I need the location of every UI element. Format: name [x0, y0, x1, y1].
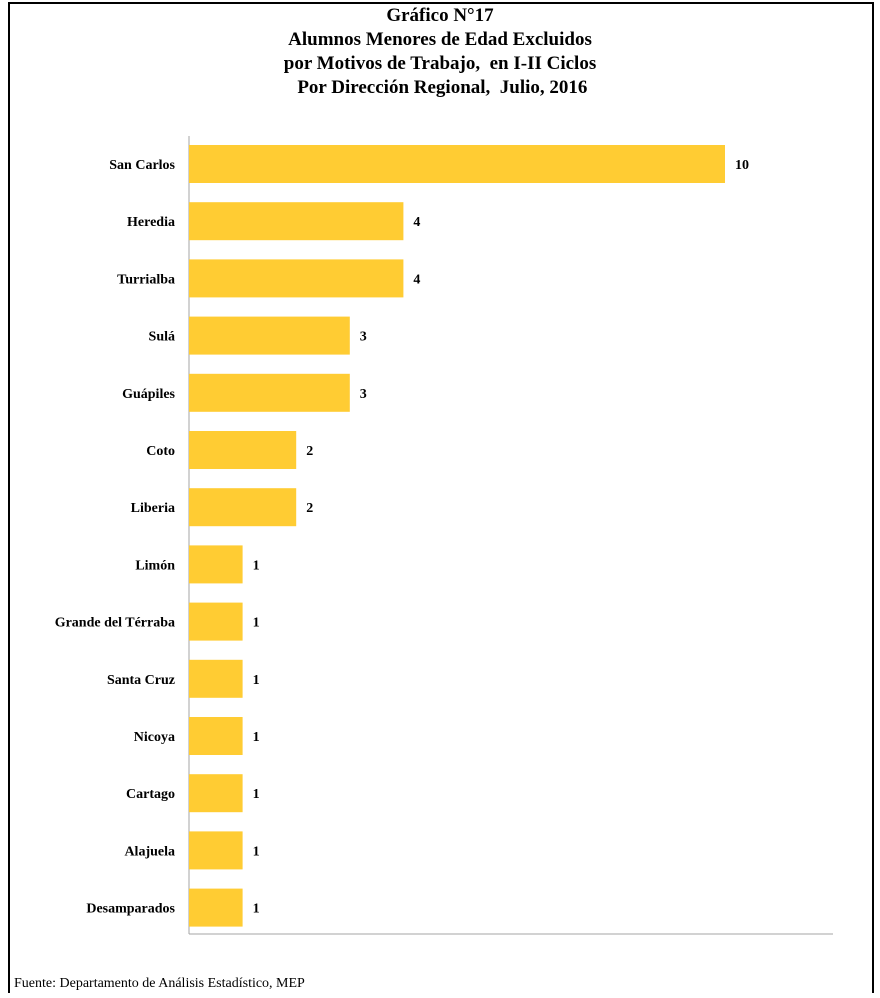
- data-label: 1: [253, 787, 260, 802]
- chart-title-line-2: Alumnos Menores de Edad Excluidos: [288, 29, 592, 50]
- data-label: 2: [306, 501, 313, 516]
- data-label: 4: [413, 272, 420, 287]
- bar-series: San Carlos 10 Heredia 4 Turrialba 4 Sulá 3 Guápi…: [55, 145, 749, 927]
- data-label: 4: [413, 215, 420, 230]
- bar-alajuela: [189, 831, 243, 870]
- bar-cartago: [189, 774, 243, 813]
- data-label: 1: [253, 730, 260, 745]
- chart-title-line-1: Gráfico N°17: [386, 5, 494, 26]
- category-label: Turrialba: [117, 272, 175, 287]
- bar-desamparados: [189, 888, 243, 927]
- category-label: Desamparados: [86, 902, 175, 917]
- source-note: Fuente: Departamento de Análisis Estadís…: [14, 976, 305, 991]
- bar-santa-cruz: [189, 659, 243, 698]
- bar-liberia: [189, 488, 297, 527]
- bar-limón: [189, 545, 243, 584]
- data-label: 3: [360, 330, 367, 345]
- data-label: 2: [306, 444, 313, 459]
- data-label: 1: [253, 558, 260, 573]
- data-label: 1: [253, 844, 260, 859]
- bar-sulá: [189, 316, 350, 355]
- chart-title-line-4: Por Dirección Regional, Julio, 2016: [292, 77, 588, 98]
- category-label: Limón: [135, 558, 175, 573]
- category-label: Sulá: [149, 330, 175, 345]
- bar-coto: [189, 431, 297, 469]
- category-label: Cartago: [126, 787, 175, 802]
- bar-nicoya: [189, 717, 243, 755]
- chart-frame: [8, 2, 874, 993]
- bar-grande-del-térraba: [189, 602, 243, 641]
- category-label: Guápiles: [122, 387, 175, 402]
- chart-title-line-3: por Motivos de Trabajo, en I-II Ciclos: [283, 53, 597, 74]
- category-label: Liberia: [131, 501, 175, 516]
- bar-turrialba: [189, 259, 404, 298]
- data-label: 10: [735, 158, 749, 173]
- bar-guápiles: [189, 373, 350, 412]
- data-label: 1: [253, 616, 260, 631]
- category-label: Nicoya: [134, 730, 175, 745]
- data-label: 3: [360, 387, 367, 402]
- category-label: Coto: [146, 444, 175, 459]
- data-label: 1: [253, 673, 260, 688]
- bar-san-carlos: [189, 145, 725, 183]
- bar-heredia: [189, 202, 404, 241]
- category-label: Santa Cruz: [107, 673, 175, 688]
- category-label: Heredia: [127, 215, 175, 230]
- category-label: San Carlos: [109, 158, 175, 173]
- category-label: Alajuela: [124, 844, 175, 859]
- chart-title: Gráfico N°17 Alumnos Menores de Edad Exc…: [0, 4, 880, 100]
- data-label: 1: [253, 902, 260, 917]
- category-label: Grande del Térraba: [55, 616, 175, 631]
